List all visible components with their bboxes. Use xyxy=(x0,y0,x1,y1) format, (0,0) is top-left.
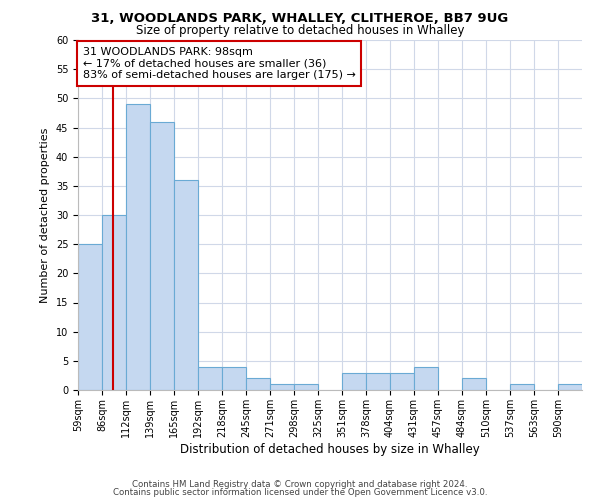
Text: Contains public sector information licensed under the Open Government Licence v3: Contains public sector information licen… xyxy=(113,488,487,497)
Bar xyxy=(558,384,582,390)
Bar xyxy=(510,384,534,390)
Bar xyxy=(246,378,270,390)
Bar xyxy=(78,244,102,390)
Bar xyxy=(342,372,366,390)
Text: Size of property relative to detached houses in Whalley: Size of property relative to detached ho… xyxy=(136,24,464,37)
Text: 31 WOODLANDS PARK: 98sqm
← 17% of detached houses are smaller (36)
83% of semi-d: 31 WOODLANDS PARK: 98sqm ← 17% of detach… xyxy=(83,47,356,80)
Bar xyxy=(390,372,414,390)
Bar xyxy=(366,372,390,390)
Bar xyxy=(462,378,486,390)
Bar xyxy=(198,366,222,390)
Bar xyxy=(294,384,318,390)
Bar xyxy=(270,384,294,390)
Bar xyxy=(174,180,198,390)
X-axis label: Distribution of detached houses by size in Whalley: Distribution of detached houses by size … xyxy=(180,442,480,456)
Text: 31, WOODLANDS PARK, WHALLEY, CLITHEROE, BB7 9UG: 31, WOODLANDS PARK, WHALLEY, CLITHEROE, … xyxy=(91,12,509,26)
Bar xyxy=(126,104,150,390)
Bar xyxy=(102,215,126,390)
Bar xyxy=(222,366,246,390)
Bar xyxy=(150,122,174,390)
Text: Contains HM Land Registry data © Crown copyright and database right 2024.: Contains HM Land Registry data © Crown c… xyxy=(132,480,468,489)
Y-axis label: Number of detached properties: Number of detached properties xyxy=(40,128,50,302)
Bar xyxy=(414,366,438,390)
